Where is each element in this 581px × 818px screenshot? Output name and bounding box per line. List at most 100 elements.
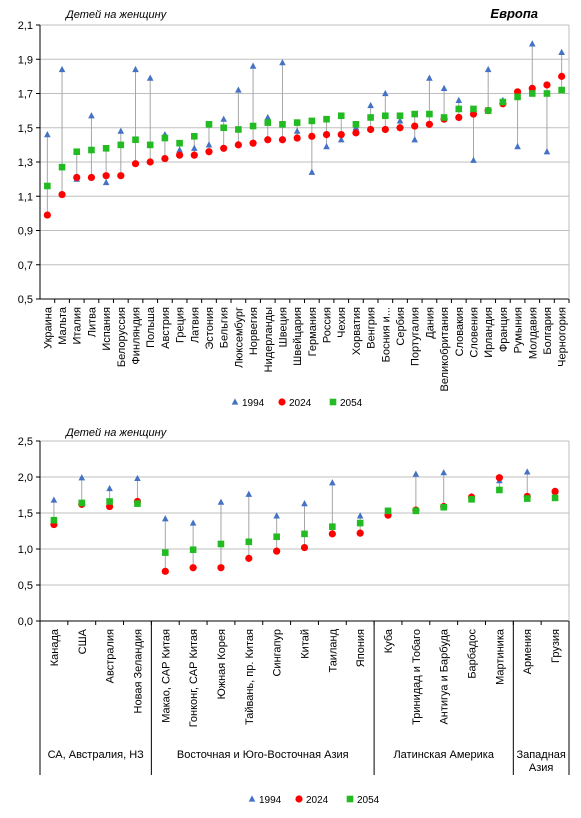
y-tick-label: 2,0 (18, 472, 33, 484)
point-2024 (175, 151, 184, 159)
category-label: Тайвань, пр. Китая (244, 629, 256, 725)
point-1994 (220, 115, 227, 122)
point-2054 (44, 182, 51, 190)
category-label: Мальта (57, 306, 69, 345)
point-1994 (176, 146, 183, 153)
category-label: Болгария (542, 307, 554, 355)
point-2024 (87, 173, 96, 182)
point-2024 (161, 567, 169, 575)
category-label: Франция (498, 307, 510, 352)
point-2024 (328, 530, 336, 538)
point-2054 (384, 507, 392, 515)
point-2024 (190, 151, 198, 159)
point-1994 (132, 65, 139, 73)
point-2054 (264, 119, 272, 126)
category-label: Белоруссия (116, 307, 128, 367)
point-2054 (455, 105, 463, 113)
group-label: СА, Австралия, НЗ (48, 749, 145, 761)
point-1994 (189, 519, 197, 526)
y-axis-title: Детей на женщину (64, 9, 168, 21)
point-1994 (264, 113, 272, 121)
point-1994 (134, 474, 141, 482)
group-label: Латинская Америка (393, 749, 494, 761)
point-2024 (264, 136, 272, 144)
legend-label: 1994 (259, 795, 282, 806)
category-label: Польша (145, 306, 157, 348)
category-label: Германия (307, 307, 319, 356)
point-2054 (396, 112, 404, 120)
point-1994 (356, 512, 364, 519)
point-2054 (235, 126, 242, 133)
point-2024 (469, 110, 478, 118)
point-1994 (337, 136, 345, 143)
point-2054 (543, 90, 551, 97)
point-1994 (102, 178, 110, 186)
point-1994 (50, 496, 58, 503)
category-label: Венгрия (366, 307, 378, 349)
point-1994 (426, 74, 433, 81)
point-1994 (440, 469, 448, 476)
point-2024 (322, 131, 331, 139)
point-2054 (558, 86, 565, 94)
chart-1: 0,5 0,7 0,9 1,1 1,3 1,5 1,7 1,9 2,1 Детей на женщ… (18, 6, 570, 409)
point-2054 (411, 110, 419, 118)
point-2054 (523, 495, 531, 502)
y-tick-label: 2,1 (18, 20, 33, 32)
point-2054 (245, 538, 253, 546)
legend-marker-1994 (248, 795, 256, 802)
category-label: Латвия (189, 307, 201, 343)
point-1994 (161, 515, 169, 522)
category-label: Антигуа и Барбуда (439, 628, 451, 724)
point-2024 (293, 134, 301, 142)
point-2054 (249, 122, 257, 130)
point-1994 (273, 512, 280, 519)
point-1994 (558, 48, 565, 55)
category-label: Босния и... (380, 307, 392, 362)
legend-marker-2054 (346, 795, 354, 803)
point-1994 (396, 117, 404, 124)
legend: 1994 2024 2054 (248, 795, 380, 806)
point-2054 (499, 98, 507, 106)
point-1994 (217, 498, 225, 505)
category-label: Австралия (105, 629, 117, 683)
point-2054 (301, 530, 308, 538)
category-label: Таиланд (327, 628, 339, 672)
group-label-line1: Западная (516, 749, 565, 761)
category-label: Бельгия (219, 307, 231, 348)
category-label: Чехия (336, 307, 348, 338)
point-2024 (411, 122, 419, 130)
point-2024 (543, 81, 551, 89)
point-2054 (440, 114, 448, 121)
point-2024 (161, 154, 169, 163)
y-tick-label: 1,7 (18, 89, 33, 101)
point-1994 (329, 479, 336, 486)
legend-marker-2024 (295, 795, 303, 803)
point-2024 (102, 172, 110, 180)
point-1994 (249, 62, 257, 69)
point-2024 (278, 136, 287, 144)
group-label-line2: Азия (529, 762, 554, 774)
y-tick-label: 0,7 (18, 260, 33, 272)
legend-marker-1994 (231, 398, 239, 405)
category-label: Канада (49, 628, 61, 666)
point-1994 (528, 40, 536, 47)
point-2024 (513, 88, 522, 96)
group-label: Восточная и Юго-Восточная Азия (177, 749, 349, 761)
point-2024 (249, 139, 257, 147)
point-2024 (337, 131, 345, 139)
y-tick-label: 0,0 (18, 616, 33, 628)
legend-label: 2054 (357, 795, 380, 806)
y-tick-label: 0,9 (18, 226, 33, 238)
point-2024 (131, 160, 140, 168)
point-1994 (78, 474, 86, 481)
point-2024 (308, 132, 316, 140)
point-2054 (337, 112, 345, 120)
point-2054 (146, 141, 154, 149)
point-2054 (273, 533, 280, 541)
point-1994 (44, 131, 51, 138)
point-2054 (412, 507, 420, 515)
y-tick-label: 2,5 (18, 436, 33, 448)
point-2054 (117, 141, 125, 149)
category-label: Хорватия (351, 307, 363, 355)
